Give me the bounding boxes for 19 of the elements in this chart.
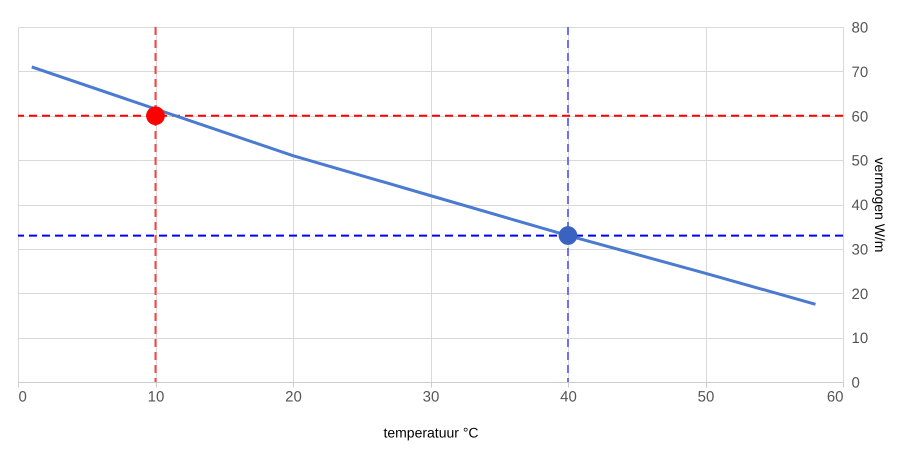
y-tick-label: 0 [852, 374, 860, 392]
y-tick-label: 80 [852, 20, 868, 36]
x-tick-label: 10 [148, 388, 164, 406]
x-tick-label: 60 [826, 388, 844, 406]
x-tick-label: 40 [560, 388, 577, 406]
x-tick-label: 50 [698, 388, 714, 406]
x-tick-label: 20 [285, 388, 302, 406]
y-tick-label: 40 [852, 197, 868, 214]
x-tick-label: 0 [18, 388, 27, 406]
y-tick-label: 50 [852, 152, 868, 170]
y-tick-label: 20 [852, 286, 868, 303]
y-axis-title: vermogen W/m [872, 158, 888, 252]
x-axis-title: temperatuur °C [383, 424, 479, 440]
line-series [30, 65, 817, 306]
y-tick-label: 10 [852, 330, 868, 348]
y-tick-label: 30 [852, 241, 868, 258]
y-tick-label: 60 [852, 108, 868, 126]
x-tick-label: 30 [422, 388, 440, 406]
y-tick-label: 70 [852, 64, 868, 81]
